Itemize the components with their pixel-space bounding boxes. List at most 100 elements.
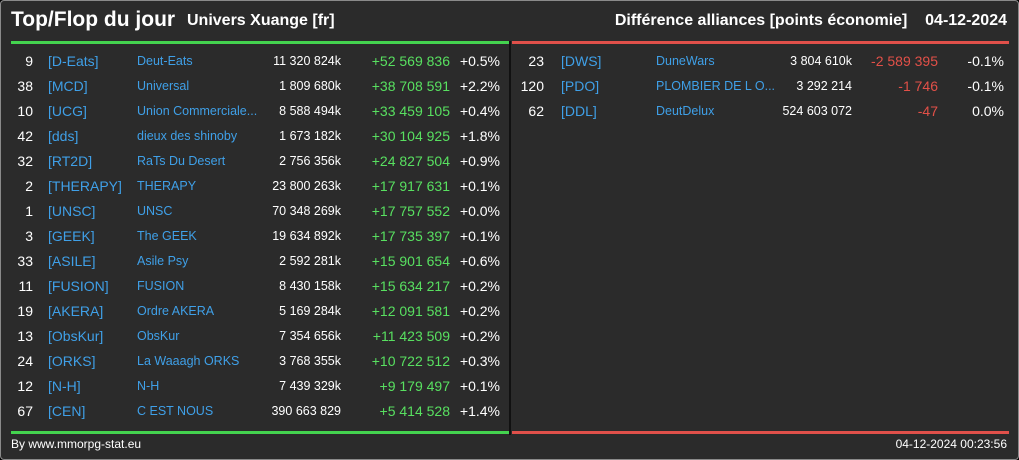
alliance-tag-link[interactable]: [dds] [48,128,79,144]
credit-link[interactable]: By www.mmorpg-stat.eu [11,437,142,451]
alliance-tag-link[interactable]: [ASILE] [48,253,96,269]
alliance-name-link[interactable]: La Waaagh ORKS [137,354,240,368]
rank-cell: 62 [528,103,544,119]
diff-cell: +17 917 631 [371,178,450,194]
top-gainers-list: 9 [D-Eats] Deut-Eats 11 320 824k +52 569 836… [1,49,509,424]
alliance-tag-link[interactable]: [FUSION] [48,278,109,294]
category-date-header: Différence alliances [points économie] 0… [615,12,1007,30]
rank-cell: 12 [17,378,33,394]
top-row: 38 [MCD] Universal 1 809 680k +38 708 591 +2.… [1,74,509,99]
percent-cell: +1.4% [459,403,500,419]
alliance-tag-link[interactable]: [PDO] [561,78,600,94]
alliance-tag-link[interactable]: [AKERA] [48,303,104,319]
top-bar-lower [11,431,509,434]
alliance-tag-link[interactable]: [DWS] [561,53,602,69]
alliance-name-link[interactable]: RaTs Du Desert [137,154,226,168]
alliance-name-link[interactable]: DeutDelux [656,104,715,118]
alliance-tag-link[interactable]: [N-H] [48,378,81,394]
rank-cell: 32 [17,153,33,169]
top-row: 24 [ORKS] La Waaagh ORKS 3 768 355k +10 722 … [1,349,509,374]
alliance-tag-link[interactable]: [DDL] [561,103,597,119]
diff-cell: +5 414 528 [379,403,450,419]
page-title: Top/Flop du jour [11,8,176,31]
diff-cell: +52 569 836 [371,53,450,69]
percent-cell: +0.2% [459,328,500,344]
flop-row: 23 [DWS] DuneWars 3 804 610k -2 589 395 -0.1% [512,49,1009,74]
alliance-name-link[interactable]: DuneWars [656,54,715,68]
rank-cell: 2 [25,178,33,194]
alliance-name-link[interactable]: Ordre AKERA [137,304,215,318]
rank-cell: 13 [17,328,33,344]
top-row: 12 [N-H] N-H 7 439 329k +9 179 497 +0.1% [1,374,509,399]
diff-cell: -47 [917,103,938,119]
flop-bar-lower [512,431,1009,434]
top-row: 19 [AKERA] Ordre AKERA 5 169 284k +12 091 58… [1,299,509,324]
top-row: 10 [UCG] Union Commerciale... 8 588 494k +33… [1,99,509,124]
alliance-name-link[interactable]: The GEEK [137,229,197,243]
alliance-tag-link[interactable]: [CEN] [48,403,86,419]
alliance-tag-link[interactable]: [THERAPY] [48,178,122,194]
alliance-name-link[interactable]: Deut-Eats [137,54,193,68]
alliance-name-link[interactable]: ObsKur [137,329,180,343]
alliance-name-link[interactable]: Asile Psy [137,254,189,268]
alliance-tag-link[interactable]: [UNSC] [48,203,96,219]
rank-cell: 19 [17,303,33,319]
top-row: 13 [ObsKur] ObsKur 7 354 656k +11 423 509 +0.… [1,324,509,349]
top-row: 3 [GEEK] The GEEK 19 634 892k +17 735 397 +0.… [1,224,509,249]
alliance-name-link[interactable]: FUSION [137,279,185,293]
alliance-tag-link[interactable]: [D-Eats] [48,53,99,69]
rank-cell: 38 [17,78,33,94]
alliance-tag-link[interactable]: [ObsKur] [48,328,104,344]
alliance-name-link[interactable]: Union Commerciale... [137,104,258,118]
alliance-name-link[interactable]: Universal [137,79,190,93]
percent-cell: +0.2% [459,278,500,294]
rank-cell: 3 [25,228,33,244]
alliance-name-link[interactable]: N-H [137,379,160,393]
alliance-name-link[interactable]: THERAPY [137,179,197,193]
diff-cell: +11 423 509 [372,328,450,344]
top-row: 1 [UNSC] UNSC 70 348 269k +17 757 552 +0.0% [1,199,509,224]
diff-cell: +17 735 397 [371,228,450,244]
alliance-name-link[interactable]: dieux des shinoby [137,129,238,143]
points-cell: 7 439 329k [279,379,341,393]
points-cell: 8 588 494k [279,104,341,118]
rank-cell: 11 [18,278,33,294]
alliance-tag-link[interactable]: [UCG] [48,103,87,119]
alliance-tag-link[interactable]: [MCD] [48,78,88,94]
percent-cell: -0.1% [967,53,1004,69]
points-cell: 23 800 263k [272,179,341,193]
alliance-name-link[interactable]: C EST NOUS [137,404,214,418]
points-cell: 3 768 355k [279,354,341,368]
diff-cell: +24 827 504 [371,153,450,169]
alliance-name-link[interactable]: UNSC [137,204,173,218]
points-cell: 70 348 269k [272,204,341,218]
diff-cell: +17 757 552 [371,203,450,219]
points-cell: 5 169 284k [279,304,341,318]
points-cell: 390 663 829 [271,404,341,418]
rank-cell: 24 [17,353,33,369]
points-cell: 2 592 281k [279,254,341,268]
rank-cell: 1 [25,203,33,219]
points-cell: 19 634 892k [272,229,341,243]
top-row: 32 [RT2D] RaTs Du Desert 2 756 356k +24 827 … [1,149,509,174]
alliance-tag-link[interactable]: [RT2D] [48,153,93,169]
diff-cell: +15 901 654 [371,253,450,269]
diff-cell: -2 589 395 [871,53,938,69]
diff-cell: +10 722 512 [371,353,450,369]
alliance-tag-link[interactable]: [ORKS] [48,353,96,369]
top-row: 67 [CEN] C EST NOUS 390 663 829 +5 414 528 +1… [1,399,509,424]
points-cell: 1 673 182k [279,129,341,143]
alliance-tag-link[interactable]: [GEEK] [48,228,95,244]
rank-cell: 67 [17,403,33,419]
percent-cell: +0.2% [459,303,500,319]
rank-cell: 33 [17,253,33,269]
points-cell: 2 756 356k [279,154,341,168]
points-cell: 3 292 214 [796,79,852,93]
points-cell: 11 320 824k [273,54,341,68]
diff-cell: +9 179 497 [379,378,450,394]
flop-row: 120 [PDO] PLOMBIER DE L O... 3 292 214 -1 74… [512,74,1009,99]
diff-cell: +12 091 581 [371,303,450,319]
column-divider [509,41,511,435]
alliance-name-link[interactable]: PLOMBIER DE L O... [656,79,774,93]
percent-cell: +0.9% [459,153,500,169]
